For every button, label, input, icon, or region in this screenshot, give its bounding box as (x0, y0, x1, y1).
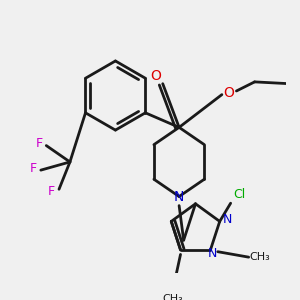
Text: O: O (224, 86, 235, 100)
Text: F: F (48, 184, 55, 198)
Text: CH₃: CH₃ (249, 252, 270, 262)
Text: O: O (150, 69, 161, 83)
Text: F: F (30, 162, 37, 175)
Text: N: N (208, 247, 217, 260)
Text: F: F (35, 137, 43, 150)
Text: N: N (174, 190, 184, 203)
Text: Cl: Cl (234, 188, 246, 201)
Text: CH₃: CH₃ (163, 294, 184, 300)
Text: N: N (222, 213, 232, 226)
